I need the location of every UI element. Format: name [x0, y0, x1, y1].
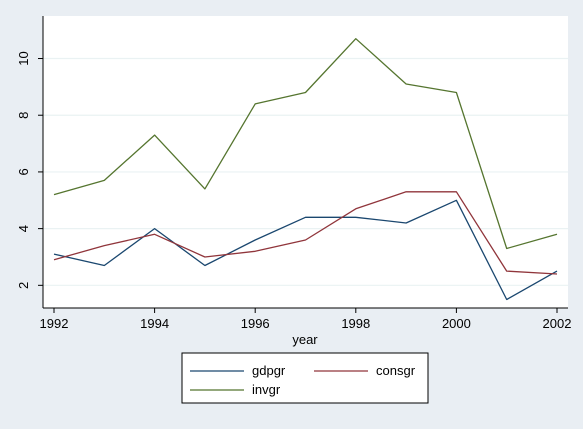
grid-lines: [43, 57, 568, 286]
y-tick-label: 6: [16, 168, 31, 175]
x-tick-label: 1998: [341, 316, 370, 331]
legend-label-invgr: invgr: [252, 382, 281, 397]
y-tick-label: 10: [16, 51, 31, 65]
legend-box: [181, 352, 429, 404]
x-tick-label: 1992: [40, 316, 69, 331]
x-tick-label: 2000: [442, 316, 471, 331]
y-tick-label: 4: [16, 225, 31, 232]
x-axis-label: year: [292, 332, 318, 347]
y-tick-label: 8: [16, 112, 31, 119]
axes: 2 4 6 8 10 1992 1994 1996 1998 2000 2002: [16, 16, 571, 331]
legend-label-consgr: consgr: [376, 363, 416, 378]
plot-area: [43, 16, 568, 308]
series-line-gdpgr: [53, 199, 558, 301]
legend-label-gdpgr: gdpgr: [252, 363, 286, 378]
y-tick-label: 2: [16, 282, 31, 289]
x-tick-label: 1996: [241, 316, 270, 331]
series-line-consgr: [53, 191, 558, 275]
x-tick-label: 2002: [543, 316, 572, 331]
series-line-invgr: [53, 38, 558, 250]
legend: gdpgr consgr invgr: [181, 352, 429, 404]
x-tick-label: 1994: [140, 316, 169, 331]
series-lines: [53, 38, 558, 301]
